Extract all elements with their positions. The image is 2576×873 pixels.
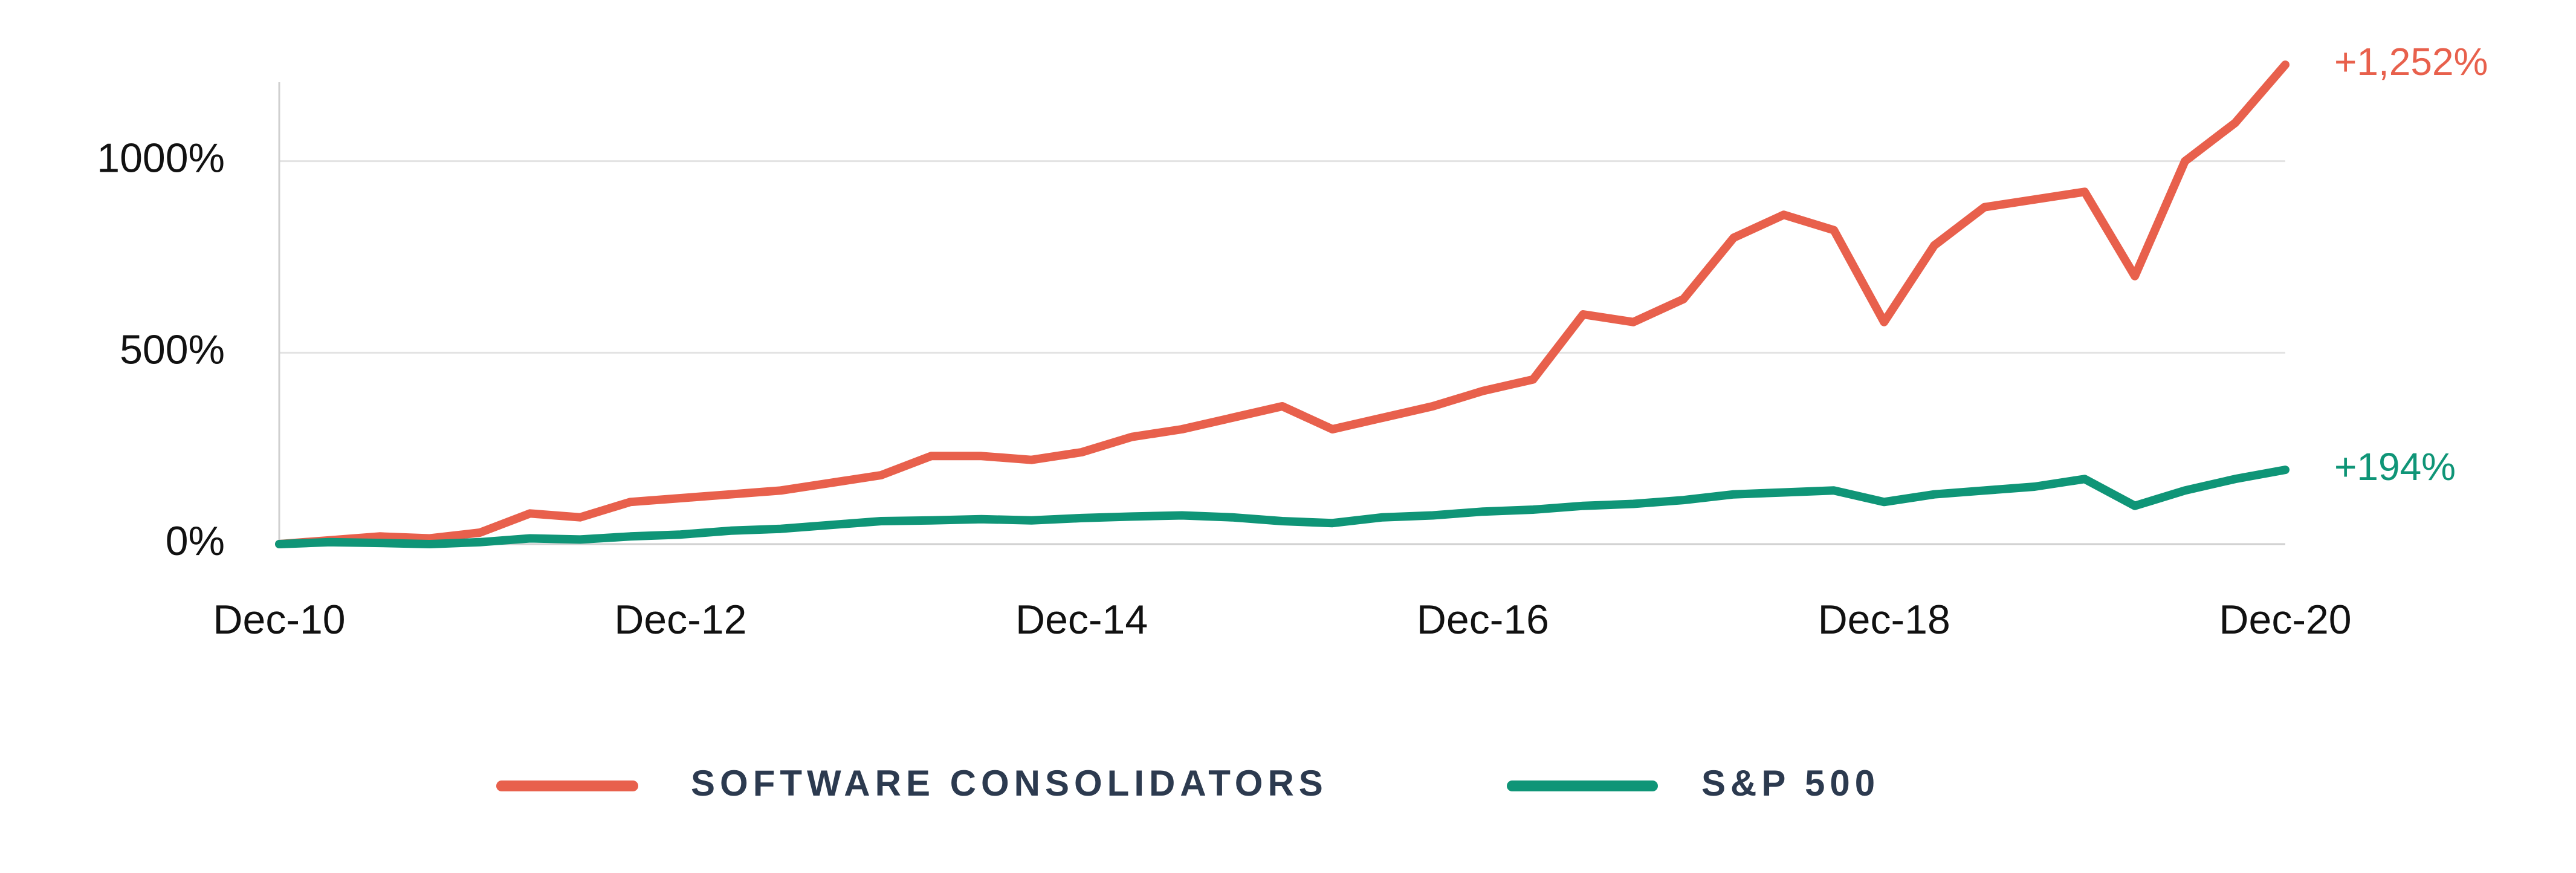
end-label: +1,252% bbox=[2334, 40, 2488, 83]
y-tick-label: 1000% bbox=[97, 135, 225, 181]
x-tick-label: Dec-12 bbox=[614, 597, 746, 643]
y-tick-label: 0% bbox=[166, 518, 225, 564]
legend-label: SOFTWARE CONSOLIDATORS bbox=[691, 763, 1328, 803]
end-label: +194% bbox=[2334, 445, 2456, 488]
x-tick-label: Dec-20 bbox=[2219, 597, 2351, 643]
legend-label: S&P 500 bbox=[1701, 763, 1880, 803]
x-tick-label: Dec-10 bbox=[213, 597, 345, 643]
x-tick-label: Dec-14 bbox=[1015, 597, 1148, 643]
series-line bbox=[275, 60, 2290, 548]
series-line bbox=[275, 466, 2290, 548]
x-tick-label: Dec-18 bbox=[1818, 597, 1950, 643]
x-tick-label: Dec-16 bbox=[1417, 597, 1549, 643]
y-tick-label: 500% bbox=[120, 326, 225, 372]
